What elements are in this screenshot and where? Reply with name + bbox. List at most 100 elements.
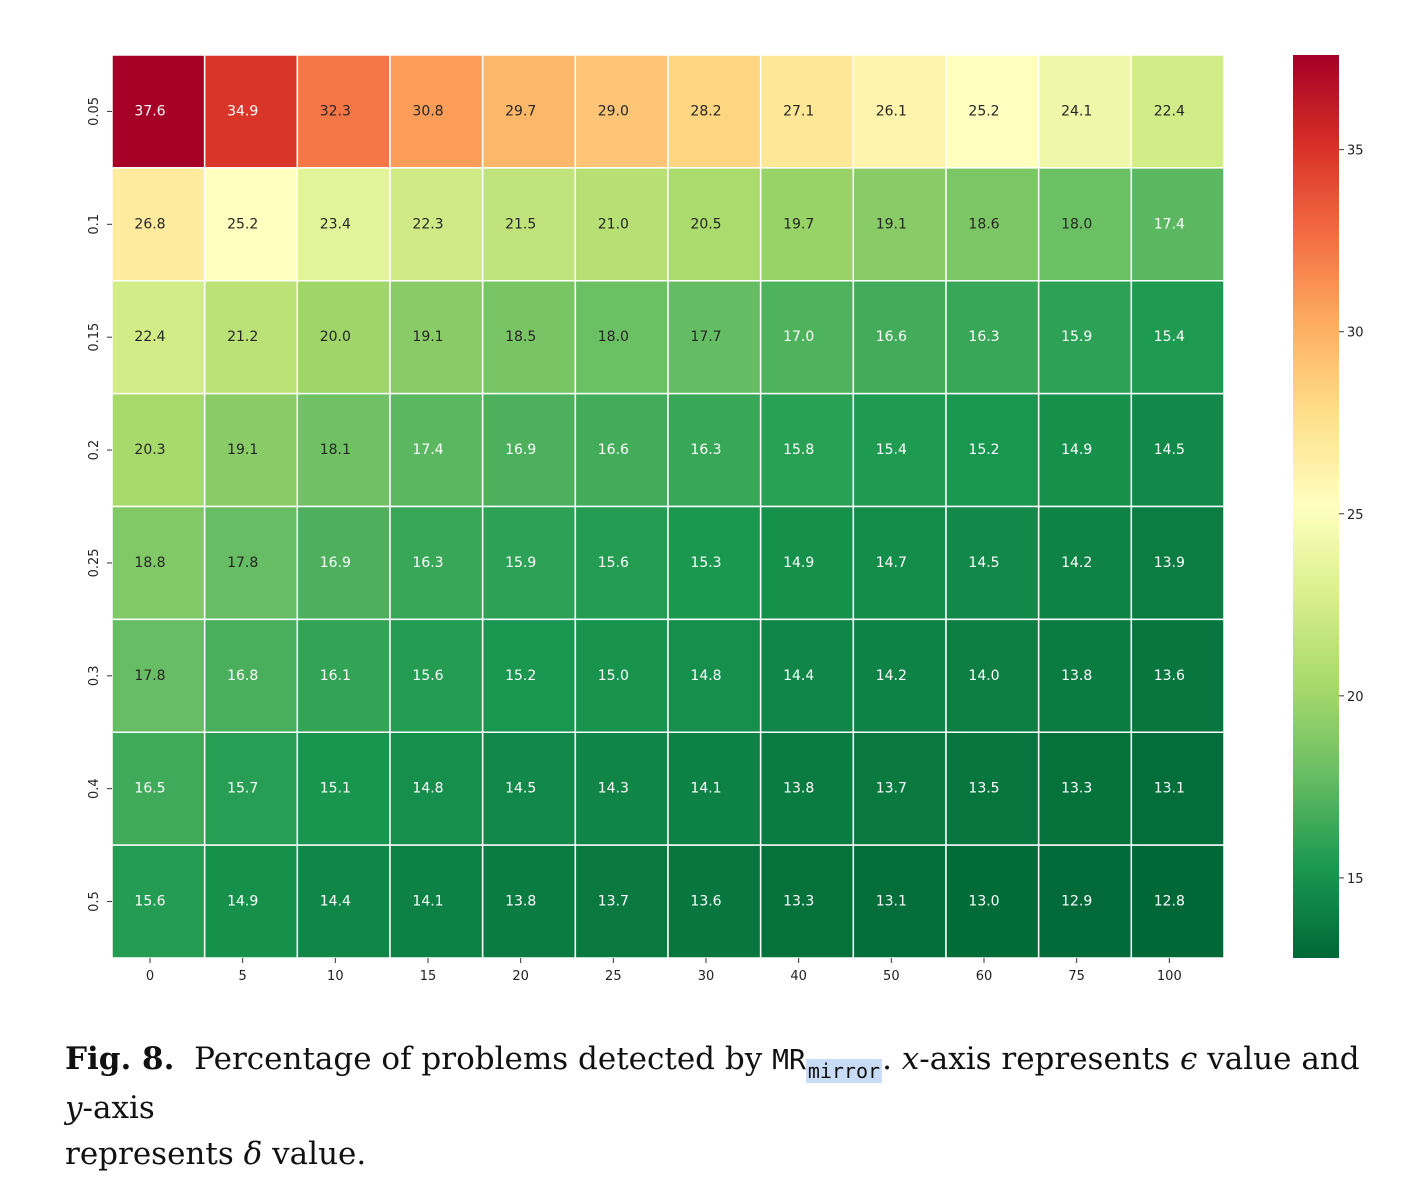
heatmap-cell (481, 280, 577, 395)
heatmap-cell (667, 844, 762, 959)
x-tick-label: 5 (239, 969, 247, 984)
heatmap-cell (111, 392, 206, 508)
heatmap-cell (389, 392, 484, 508)
heatmap-cell (296, 54, 391, 169)
heatmap-cell (389, 167, 484, 282)
heatmap-cell (574, 54, 669, 169)
cell-value-label: 25.2 (227, 216, 258, 232)
cell-value-label: 14.8 (412, 781, 443, 797)
heatmap-cell (574, 731, 669, 846)
cell-value-label: 18.8 (134, 555, 165, 571)
cell-value-label: 14.5 (1154, 442, 1185, 458)
heatmap-cell (945, 54, 1040, 169)
cell-value-label: 32.3 (320, 103, 351, 119)
cell-value-label: 15.6 (412, 668, 443, 684)
cell-value-label: 17.8 (134, 668, 165, 684)
cell-value-label: 29.0 (598, 103, 629, 119)
heatmap-cell (111, 505, 206, 621)
cell-value-label: 18.0 (1061, 216, 1092, 232)
cell-value-label: 15.2 (968, 442, 999, 458)
heatmap-cell (667, 280, 762, 395)
cell-value-label: 13.3 (783, 894, 814, 910)
heatmap-cell (389, 844, 484, 959)
cell-value-label: 14.1 (690, 781, 721, 797)
cell-value-label: 24.1 (1061, 103, 1092, 119)
cell-value-label: 17.4 (412, 442, 443, 458)
cell-value-label: 16.3 (690, 442, 721, 458)
cell-value-label: 27.1 (783, 103, 814, 119)
caption-x-var: x (901, 1041, 920, 1077)
caption-y-var: y (65, 1090, 83, 1126)
y-axis-ticks: 0.05 0.1 0.15 0.2 0.25 0.3 0.4 0.5 (87, 97, 112, 912)
x-tick-label: 60 (976, 969, 993, 984)
cell-value-label: 15.3 (690, 555, 721, 571)
heatmap-cell (852, 392, 947, 508)
cell-value-label: 15.9 (1061, 329, 1092, 345)
cell-value-label: 16.6 (598, 442, 629, 458)
caption-text-after: . (882, 1041, 892, 1077)
heatmap-cell (945, 731, 1040, 846)
cell-value-label: 15.6 (134, 894, 165, 910)
heatmap-cell (481, 844, 577, 959)
cell-value-label: 20.3 (134, 442, 165, 458)
heatmap-cell (574, 618, 669, 733)
cell-value-label: 13.3 (1061, 781, 1092, 797)
cell-value-label: 14.4 (783, 668, 814, 684)
y-tick-label: 0.05 (87, 97, 102, 126)
cell-value-label: 14.3 (598, 781, 629, 797)
heatmap-cell (296, 731, 391, 846)
heatmap-cell (852, 618, 947, 733)
cell-value-label: 14.8 (690, 668, 721, 684)
cell-value-label: 16.6 (876, 329, 907, 345)
cell-value-label: 17.7 (690, 329, 721, 345)
figure-caption: Fig. 8. Percentage of problems detected … (65, 1036, 1395, 1177)
heatmap-cell (203, 54, 299, 169)
heatmap-cell (389, 280, 484, 395)
x-tick-label: 0 (146, 969, 154, 984)
cell-value-label: 37.6 (134, 103, 165, 119)
cell-value-label: 22.4 (1154, 103, 1185, 119)
heatmap-cell (111, 618, 206, 733)
heatmap-cell (852, 844, 947, 959)
cell-value-label: 15.2 (505, 668, 536, 684)
cell-value-label: 13.9 (1154, 555, 1185, 571)
cell-value-label: 12.9 (1061, 894, 1092, 910)
x-tick-label: 15 (420, 969, 437, 984)
cell-value-label: 13.1 (1154, 781, 1185, 797)
caption-label: Fig. 8. (65, 1041, 175, 1077)
colorbar: 15 20 25 30 35 (1293, 55, 1364, 958)
y-tick-label: 0.1 (87, 214, 102, 235)
cell-value-label: 18.6 (968, 216, 999, 232)
cell-value-label: 14.0 (968, 668, 999, 684)
heatmap-cell (1130, 844, 1225, 959)
heatmap-cell (852, 731, 947, 846)
heatmap-cell (1130, 54, 1225, 169)
cell-value-label: 18.5 (505, 329, 536, 345)
cell-value-label: 15.8 (783, 442, 814, 458)
cell-value-label: 14.9 (1061, 442, 1092, 458)
cell-value-label: 21.0 (598, 216, 629, 232)
heatmap-cell (667, 167, 762, 282)
heatmap-cell (945, 618, 1040, 733)
cell-value-label: 16.8 (227, 668, 258, 684)
caption-mr: MR (772, 1043, 806, 1076)
heatmap-cells: 37.6 34.9 32.3 30.8 29.7 29.0 28.2 27.1 26.1 25.2… (111, 54, 1225, 959)
heatmap-cell (1037, 731, 1133, 846)
cell-value-label: 19.7 (783, 216, 814, 232)
cell-value-label: 19.1 (227, 442, 258, 458)
x-axis-ticks: 0 5 10 15 20 25 30 40 50 60 75 100 (146, 958, 1182, 984)
heatmap-cell (945, 167, 1040, 282)
cell-value-label: 14.2 (1061, 555, 1092, 571)
caption-end: value. (272, 1136, 367, 1172)
cell-value-label: 20.5 (690, 216, 721, 232)
cell-value-label: 14.9 (227, 894, 258, 910)
cell-value-label: 16.3 (412, 555, 443, 571)
caption-mid: value and (1207, 1041, 1360, 1077)
cell-value-label: 22.4 (134, 329, 165, 345)
heatmap-cell (111, 844, 206, 959)
cell-value-label: 13.7 (598, 894, 629, 910)
cell-value-label: 16.9 (320, 555, 351, 571)
cell-value-label: 21.2 (227, 329, 258, 345)
heatmap-cell (481, 505, 577, 621)
cell-value-label: 30.8 (412, 103, 443, 119)
